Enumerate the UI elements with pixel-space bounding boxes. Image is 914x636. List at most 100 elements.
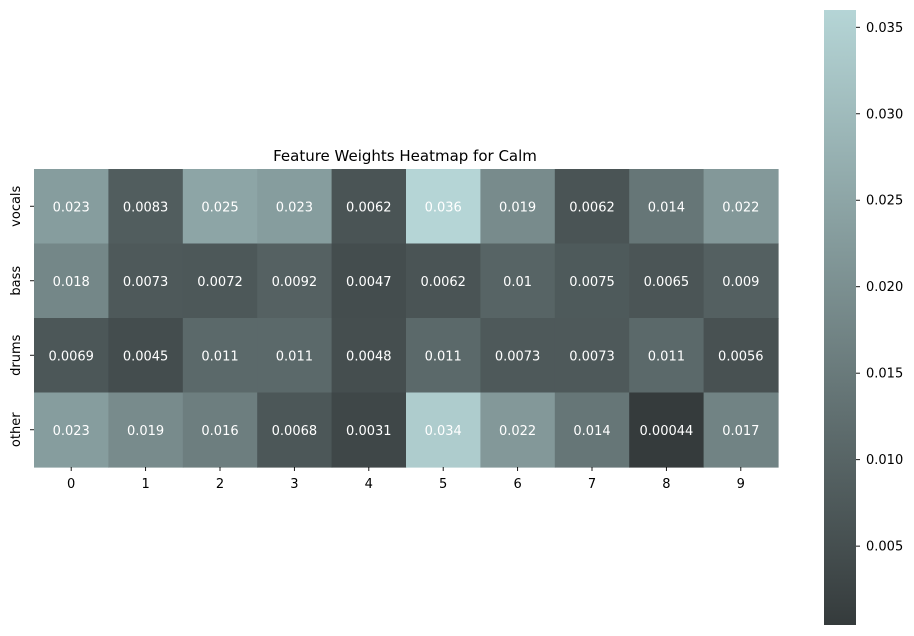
cell-value-label: 0.014 [573, 424, 610, 439]
colorbar-tick-label: 0.025 [866, 194, 903, 209]
colorbar-tick-label: 0.015 [866, 367, 903, 382]
y-axis: vocals bass drums other [9, 185, 34, 447]
cell-value-label: 0.00044 [640, 424, 694, 439]
x-tick-label: 3 [290, 477, 298, 492]
cell-value-label: 0.016 [201, 424, 238, 439]
heatmap-cell [257, 169, 333, 245]
heatmap-cell [554, 169, 630, 245]
cell-value-label: 0.036 [425, 200, 462, 215]
colorbar-gradient [824, 10, 856, 625]
cell-value-label: 0.019 [499, 200, 536, 215]
heatmap-cell [554, 243, 630, 319]
heatmap-cell [331, 243, 407, 319]
heatmap-cell [406, 169, 481, 245]
heatmap-cell [703, 392, 779, 468]
heatmap-cell [406, 392, 481, 468]
heatmap-cell [182, 169, 258, 245]
heatmap-cell [182, 392, 258, 468]
colorbar: 0.005 0.010 0.015 0.020 0.025 0.030 0.035 [824, 10, 903, 625]
cell-value-label: 0.018 [53, 275, 90, 290]
heatmap-cell [108, 318, 184, 394]
heatmap-cell [406, 243, 481, 319]
heatmap-cell [480, 243, 556, 319]
heatmap-cell [182, 318, 258, 394]
cell-value-label: 0.0062 [569, 200, 615, 215]
heatmap-cell [554, 318, 630, 394]
heatmap-cell [257, 392, 333, 468]
cell-value-label: 0.011 [425, 349, 462, 364]
heatmap-cell [406, 318, 481, 394]
cell-value-label: 0.0048 [346, 349, 392, 364]
x-tick-label: 0 [67, 477, 75, 492]
cell-value-label: 0.0092 [272, 275, 318, 290]
cell-value-label: 0.0045 [123, 349, 169, 364]
heatmap-cell [554, 392, 630, 468]
cell-value-label: 0.009 [722, 275, 759, 290]
cell-value-label: 0.0075 [569, 275, 615, 290]
cell-value-label: 0.019 [127, 424, 164, 439]
cell-value-label: 0.023 [53, 424, 90, 439]
cell-value-label: 0.023 [276, 200, 313, 215]
cell-value-label: 0.011 [648, 349, 685, 364]
x-tick-label: 7 [588, 477, 596, 492]
x-tick-label: 2 [216, 477, 224, 492]
heatmap-cell [480, 318, 556, 394]
colorbar-tick-label: 0.035 [866, 21, 903, 36]
heatmap-cell [331, 318, 407, 394]
heatmap-cell [108, 243, 184, 319]
cell-value-label: 0.0073 [495, 349, 541, 364]
cell-value-label: 0.0073 [569, 349, 615, 364]
heatmap-cell [703, 243, 779, 319]
cell-value-label: 0.011 [201, 349, 238, 364]
x-tick-label: 8 [662, 477, 670, 492]
cell-value-label: 0.0072 [197, 275, 243, 290]
heatmap-cell [629, 169, 705, 245]
x-tick-label: 4 [365, 477, 373, 492]
x-tick-label: 6 [513, 477, 521, 492]
cell-value-label: 0.022 [722, 200, 759, 215]
heatmap-cell [629, 243, 705, 319]
heatmap-cell [34, 318, 109, 394]
cell-value-label: 0.0062 [420, 275, 466, 290]
cell-value-label: 0.0056 [718, 349, 764, 364]
x-tick-label: 9 [737, 477, 745, 492]
heatmap-cell [703, 169, 779, 245]
cell-value-label: 0.0062 [346, 200, 392, 215]
heatmap-cell [629, 318, 705, 394]
colorbar-tick-label: 0.030 [866, 107, 903, 122]
heatmap-cell [257, 318, 333, 394]
cell-value-label: 0.022 [499, 424, 536, 439]
heatmap-cell [480, 392, 556, 468]
x-tick-label: 5 [439, 477, 447, 492]
colorbar-tick-label: 0.020 [866, 280, 903, 295]
x-axis: 0 1 2 3 4 5 6 7 8 9 [67, 467, 745, 492]
heatmap-cell [480, 169, 556, 245]
colorbar-tick-label: 0.010 [866, 453, 903, 468]
heatmap-cell [34, 169, 109, 245]
y-tick-label: other [9, 412, 24, 447]
y-tick-label: vocals [9, 185, 24, 226]
heatmap-cell [182, 243, 258, 319]
cell-value-label: 0.023 [53, 200, 90, 215]
cell-value-label: 0.014 [648, 200, 685, 215]
heatmap-cell [34, 392, 109, 468]
cell-value-label: 0.0069 [48, 349, 94, 364]
heatmap-cells: 0.023 0.0083 0.025 0.023 0.0062 0.036 0.019 0.0… [34, 169, 779, 468]
cell-value-label: 0.0047 [346, 275, 392, 290]
colorbar-tick-label: 0.005 [866, 540, 903, 555]
heatmap-cell [108, 392, 184, 468]
cell-value-label: 0.0031 [346, 424, 392, 439]
cell-value-label: 0.034 [425, 424, 462, 439]
y-tick-label: bass [9, 266, 24, 296]
heatmap-cell [257, 243, 333, 319]
y-tick-label: drums [9, 334, 24, 375]
cell-value-label: 0.0083 [123, 200, 169, 215]
heatmap-cell [108, 169, 184, 245]
heatmap-cell [629, 392, 705, 468]
x-tick-label: 1 [141, 477, 149, 492]
cell-value-label: 0.025 [201, 200, 238, 215]
heatmap-cell [331, 392, 407, 468]
cell-value-label: 0.01 [503, 275, 532, 290]
heatmap-cell [34, 243, 109, 319]
